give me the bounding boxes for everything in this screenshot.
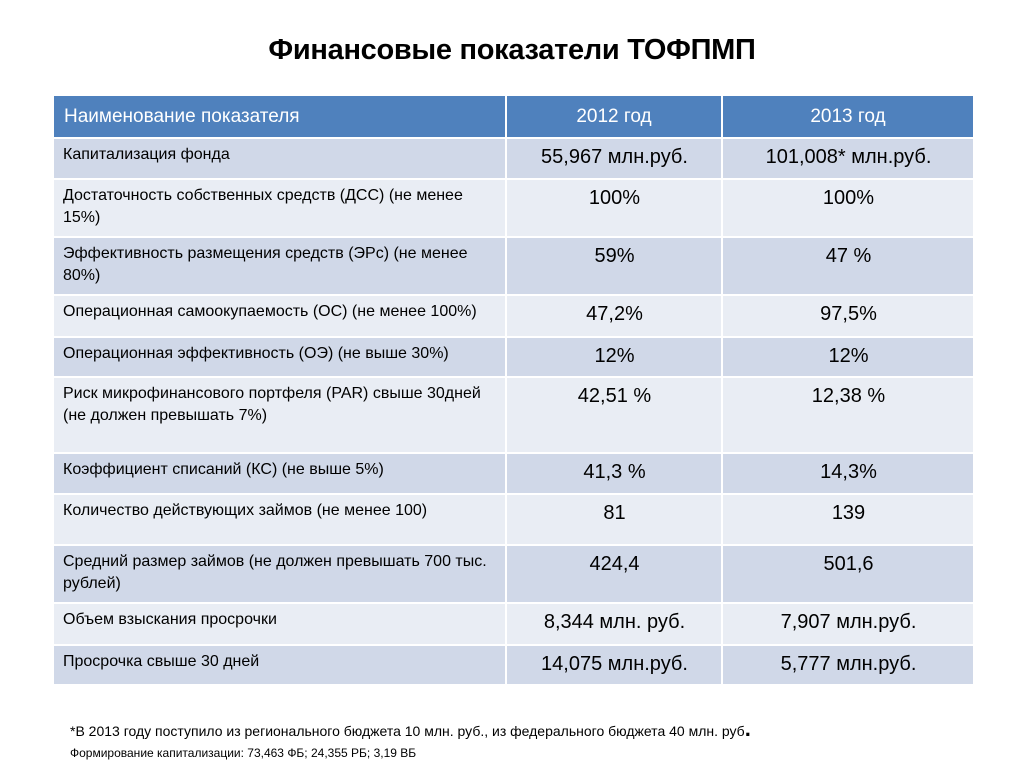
value-2012: 55,967 млн.руб.: [505, 137, 723, 180]
header-2013: 2013 год: [721, 94, 975, 139]
indicator-name: Эффективность размещения средств (ЭРс) (…: [52, 236, 507, 296]
value-2012: 59%: [505, 236, 723, 296]
table-row: Просрочка свыше 30 дней 14,075 млн.руб. …: [52, 644, 975, 686]
financial-indicators-table: Наименование показателя 2012 год 2013 го…: [52, 94, 975, 686]
value-2013: 97,5%: [721, 294, 975, 338]
indicator-name: Капитализация фонда: [52, 137, 507, 180]
value-2012: 47,2%: [505, 294, 723, 338]
value-2013: 14,3%: [721, 452, 975, 495]
indicator-name: Средний размер займов (не должен превыша…: [52, 544, 507, 604]
value-2013: 139: [721, 493, 975, 546]
table-row: Риск микрофинансового портфеля (PAR) свы…: [52, 376, 975, 454]
indicator-name: Просрочка свыше 30 дней: [52, 644, 507, 686]
value-2012: 41,3 %: [505, 452, 723, 495]
table-row: Коэффициент списаний (КС) (не выше 5%) 4…: [52, 452, 975, 495]
header-indicator-name: Наименование показателя: [52, 94, 507, 139]
indicator-name: Операционная самоокупаемость (ОС) (не ме…: [52, 294, 507, 338]
value-2013: 501,6: [721, 544, 975, 604]
value-2013: 12,38 %: [721, 376, 975, 454]
table-row: Капитализация фонда 55,967 млн.руб. 101,…: [52, 137, 975, 180]
indicator-name: Достаточность собственных средств (ДСС) …: [52, 178, 507, 238]
table-row: Достаточность собственных средств (ДСС) …: [52, 178, 975, 238]
table-row: Эффективность размещения средств (ЭРс) (…: [52, 236, 975, 296]
table-row: Операционная самоокупаемость (ОС) (не ме…: [52, 294, 975, 338]
value-2012: 424,4: [505, 544, 723, 604]
value-2013: 100%: [721, 178, 975, 238]
value-2012: 14,075 млн.руб.: [505, 644, 723, 686]
footnote-text: *В 2013 году поступило из регионального …: [70, 723, 745, 739]
value-2012: 8,344 млн. руб.: [505, 602, 723, 646]
value-2013: 12%: [721, 336, 975, 378]
header-2012: 2012 год: [505, 94, 723, 139]
table-row: Средний размер займов (не должен превыша…: [52, 544, 975, 604]
indicator-name: Количество действующих займов (не менее …: [52, 493, 507, 546]
indicator-name: Операционная эффективность (ОЭ) (не выше…: [52, 336, 507, 378]
capitalization-note: Формирование капитализации: 73,463 ФБ; 2…: [70, 746, 417, 760]
footnote: *В 2013 году поступило из регионального …: [70, 718, 751, 740]
indicator-name: Коэффициент списаний (КС) (не выше 5%): [52, 452, 507, 495]
table-row: Операционная эффективность (ОЭ) (не выше…: [52, 336, 975, 378]
value-2012: 42,51 %: [505, 376, 723, 454]
footnote-end-mark: .: [744, 716, 751, 741]
value-2012: 81: [505, 493, 723, 546]
value-2013: 5,777 млн.руб.: [721, 644, 975, 686]
table-row: Объем взыскания просрочки 8,344 млн. руб…: [52, 602, 975, 646]
value-2012: 12%: [505, 336, 723, 378]
value-2012: 100%: [505, 178, 723, 238]
value-2013: 47 %: [721, 236, 975, 296]
page-title: Финансовые показатели ТОФПМП: [268, 34, 756, 66]
table-row: Количество действующих займов (не менее …: [52, 493, 975, 546]
indicator-name: Риск микрофинансового портфеля (PAR) свы…: [52, 376, 507, 454]
indicator-name: Объем взыскания просрочки: [52, 602, 507, 646]
value-2013: 7,907 млн.руб.: [721, 602, 975, 646]
value-2013: 101,008* млн.руб.: [721, 137, 975, 180]
table-header-row: Наименование показателя 2012 год 2013 го…: [52, 94, 975, 139]
